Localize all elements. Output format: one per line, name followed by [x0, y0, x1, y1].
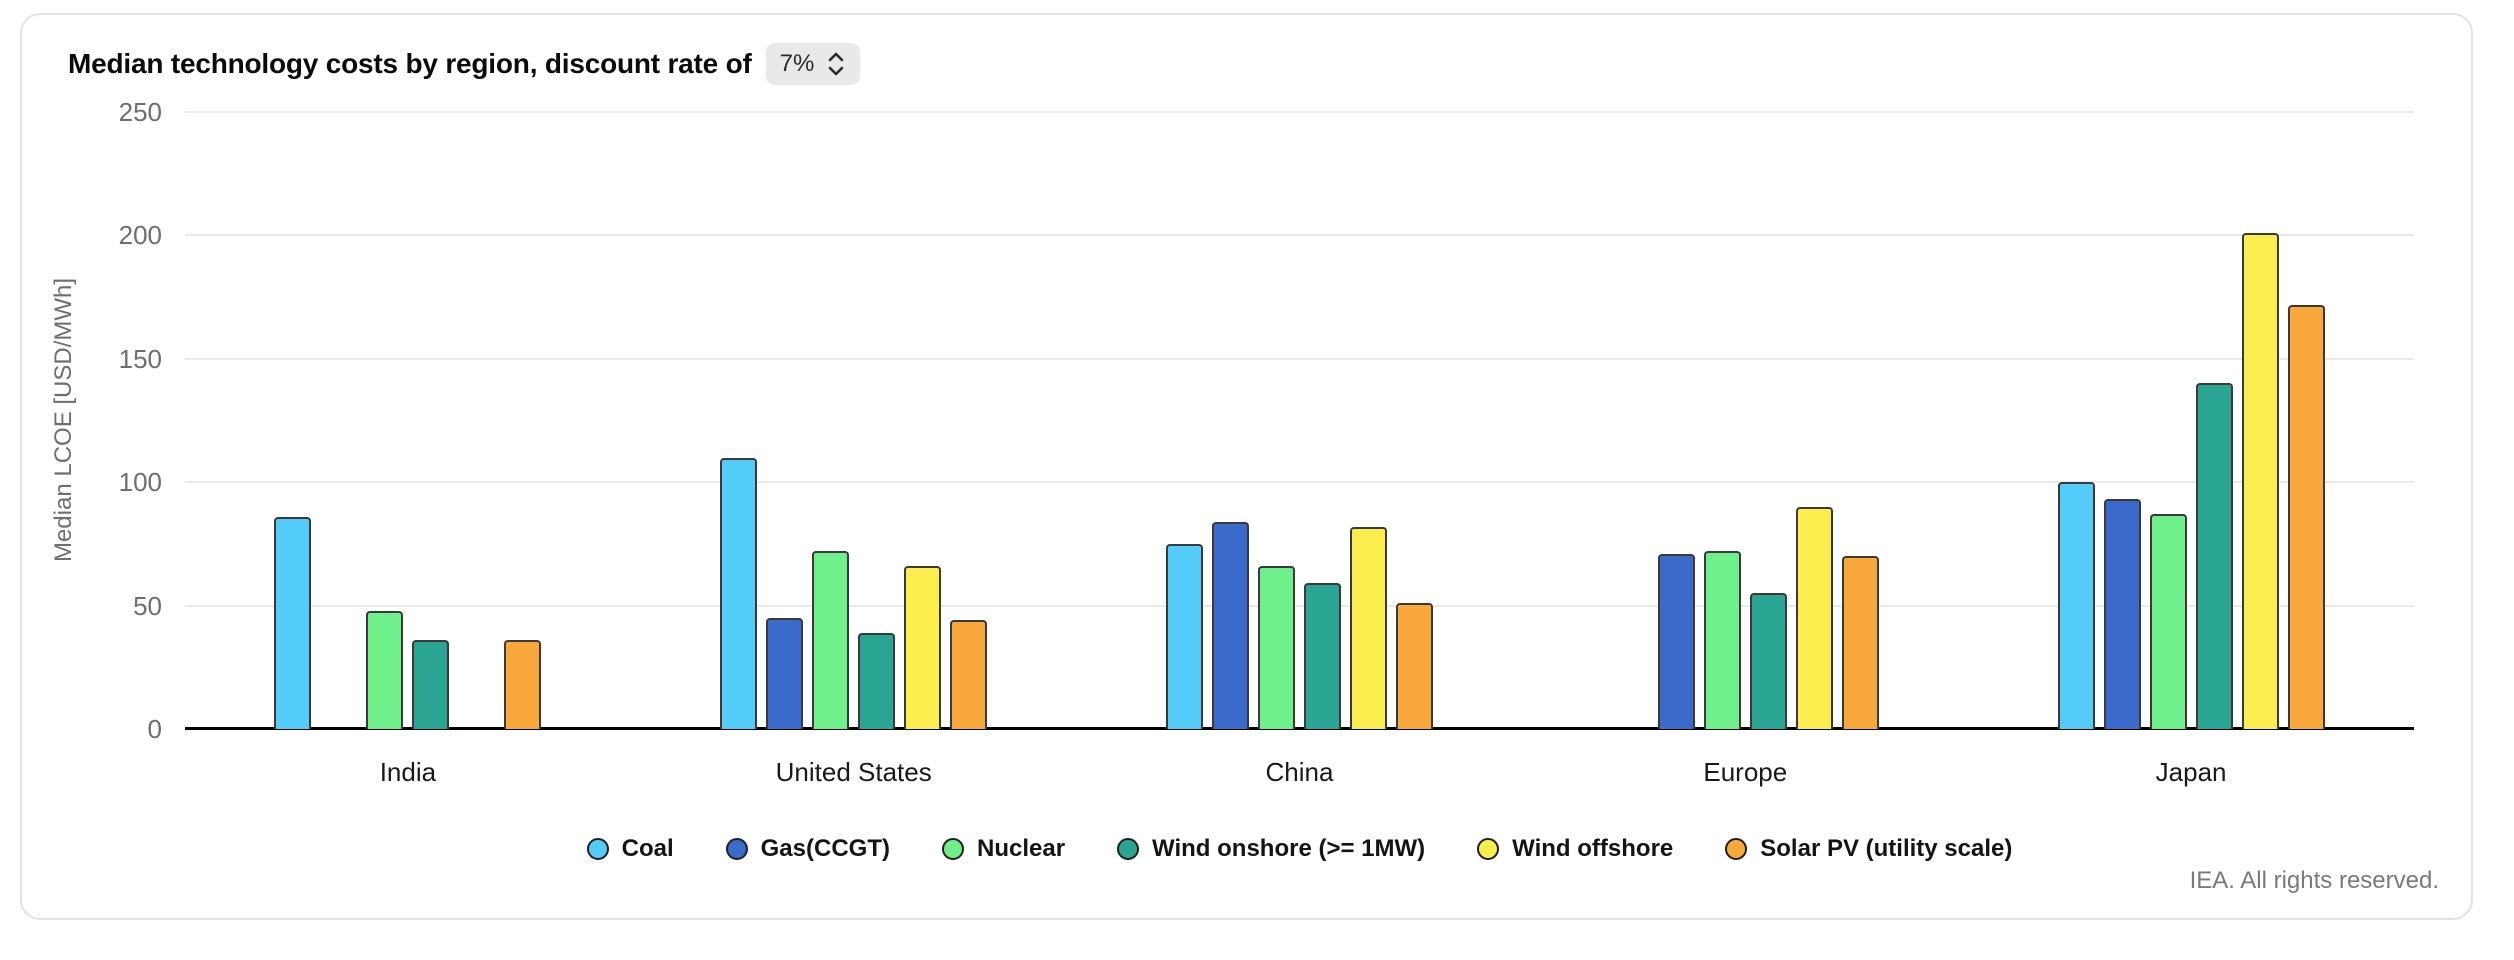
gridline: [185, 604, 2414, 607]
gridline: [185, 111, 2414, 113]
bar-wind-onshore-1mw-europe[interactable]: [1749, 593, 1787, 729]
bar-wind-onshore-1mw-united-states[interactable]: [858, 632, 896, 729]
legend-item-wind-onshore-1mw[interactable]: Wind onshore (>= 1MW): [1117, 835, 1425, 863]
legend-item-coal[interactable]: Coal: [586, 835, 674, 863]
discount-rate-value: 7%: [779, 50, 815, 77]
legend-marker-icon: [1117, 838, 1140, 860]
gridline: [185, 357, 2414, 360]
legend-label: Wind onshore (>= 1MW): [1152, 835, 1426, 862]
bar-group-india: [185, 112, 631, 729]
y-tick-label: 250: [118, 97, 162, 127]
bar-wind-onshore-1mw-japan[interactable]: [2195, 383, 2233, 729]
bar-solar-pv-utility-scale-japan[interactable]: [2287, 304, 2325, 729]
copyright-text: IEA. All rights reserved.: [2189, 867, 2439, 894]
x-axis-label-india: India: [379, 757, 437, 787]
y-tick-label: 200: [118, 220, 162, 251]
chevrons-up-down-icon: [826, 51, 846, 77]
legend-marker-icon: [941, 838, 964, 860]
chart-card: Median technology costs by region, disco…: [20, 13, 2473, 920]
bar-wind-offshore-europe[interactable]: [1795, 506, 1833, 729]
x-axis-line: [185, 727, 2414, 730]
bar-coal-india[interactable]: [274, 516, 312, 729]
bar-wind-onshore-1mw-china[interactable]: [1303, 583, 1341, 729]
legend-marker-icon: [725, 838, 748, 860]
bar-wind-onshore-1mw-india[interactable]: [412, 640, 450, 729]
y-tick-label: 150: [118, 343, 162, 374]
legend-label: Solar PV (utility scale): [1760, 835, 2013, 862]
legend-label: Wind offshore: [1512, 835, 1674, 862]
bar-solar-pv-utility-scale-china[interactable]: [1395, 603, 1433, 729]
legend-item-gas-ccgt[interactable]: Gas(CCGT): [725, 835, 890, 863]
chart-title: Median technology costs by region, disco…: [68, 48, 752, 79]
y-tick-label: 0: [147, 714, 162, 744]
x-axis-label-united-states: United States: [775, 757, 932, 787]
legend-item-nuclear[interactable]: Nuclear: [941, 835, 1066, 863]
bar-nuclear-japan[interactable]: [2149, 514, 2187, 729]
bar-solar-pv-utility-scale-india[interactable]: [504, 640, 542, 729]
plot-area: [185, 111, 2414, 730]
y-tick-label: 100: [118, 467, 162, 498]
bar-nuclear-europe[interactable]: [1703, 551, 1741, 729]
bar-group-united-states: [631, 112, 1077, 729]
bar-solar-pv-utility-scale-europe[interactable]: [1841, 556, 1879, 729]
legend-item-solar-pv-utility-scale[interactable]: Solar PV (utility scale): [1725, 835, 2012, 863]
bar-nuclear-china[interactable]: [1257, 566, 1295, 729]
gridline: [185, 481, 2414, 484]
bar-gas-ccgt-japan[interactable]: [2103, 499, 2141, 729]
bar-gas-ccgt-china[interactable]: [1211, 521, 1249, 729]
bar-solar-pv-utility-scale-united-states[interactable]: [950, 620, 988, 729]
y-tick-label: 50: [133, 590, 162, 621]
x-axis-label-china: China: [1265, 757, 1334, 787]
legend-marker-icon: [1477, 838, 1500, 860]
legend-label: Coal: [621, 835, 674, 862]
y-axis-title: Median LCOE [USD/MWh]: [50, 277, 77, 563]
discount-rate-dropdown[interactable]: 7%: [765, 43, 861, 85]
bar-wind-offshore-china[interactable]: [1349, 526, 1387, 729]
bar-nuclear-india[interactable]: [366, 610, 404, 729]
x-axis-label-japan: Japan: [2155, 757, 2227, 787]
bar-group-japan: [1968, 112, 2414, 729]
chart-legend: Coal Gas(CCGT) Nuclear Wind onshore (>= 1MW…: [185, 835, 2414, 863]
gridline: [185, 234, 2414, 237]
bar-coal-china[interactable]: [1165, 543, 1203, 729]
legend-label: Gas(CCGT): [760, 835, 890, 862]
legend-marker-icon: [1725, 838, 1748, 860]
legend-item-wind-offshore[interactable]: Wind offshore: [1477, 835, 1673, 863]
bar-nuclear-united-states[interactable]: [812, 551, 850, 729]
bar-gas-ccgt-united-states[interactable]: [766, 617, 804, 729]
legend-marker-icon: [586, 838, 609, 860]
bar-gas-ccgt-europe[interactable]: [1657, 553, 1695, 729]
bar-wind-offshore-japan[interactable]: [2241, 232, 2279, 729]
chart-header: Median technology costs by region, disco…: [68, 43, 861, 85]
bar-coal-japan[interactable]: [2057, 482, 2095, 729]
x-axis-label-europe: Europe: [1703, 757, 1788, 787]
legend-label: Nuclear: [976, 835, 1066, 862]
bar-wind-offshore-united-states[interactable]: [904, 566, 942, 729]
bar-group-china: [1077, 112, 1523, 729]
bar-group-europe: [1522, 112, 1968, 729]
bar-coal-united-states[interactable]: [720, 457, 758, 729]
